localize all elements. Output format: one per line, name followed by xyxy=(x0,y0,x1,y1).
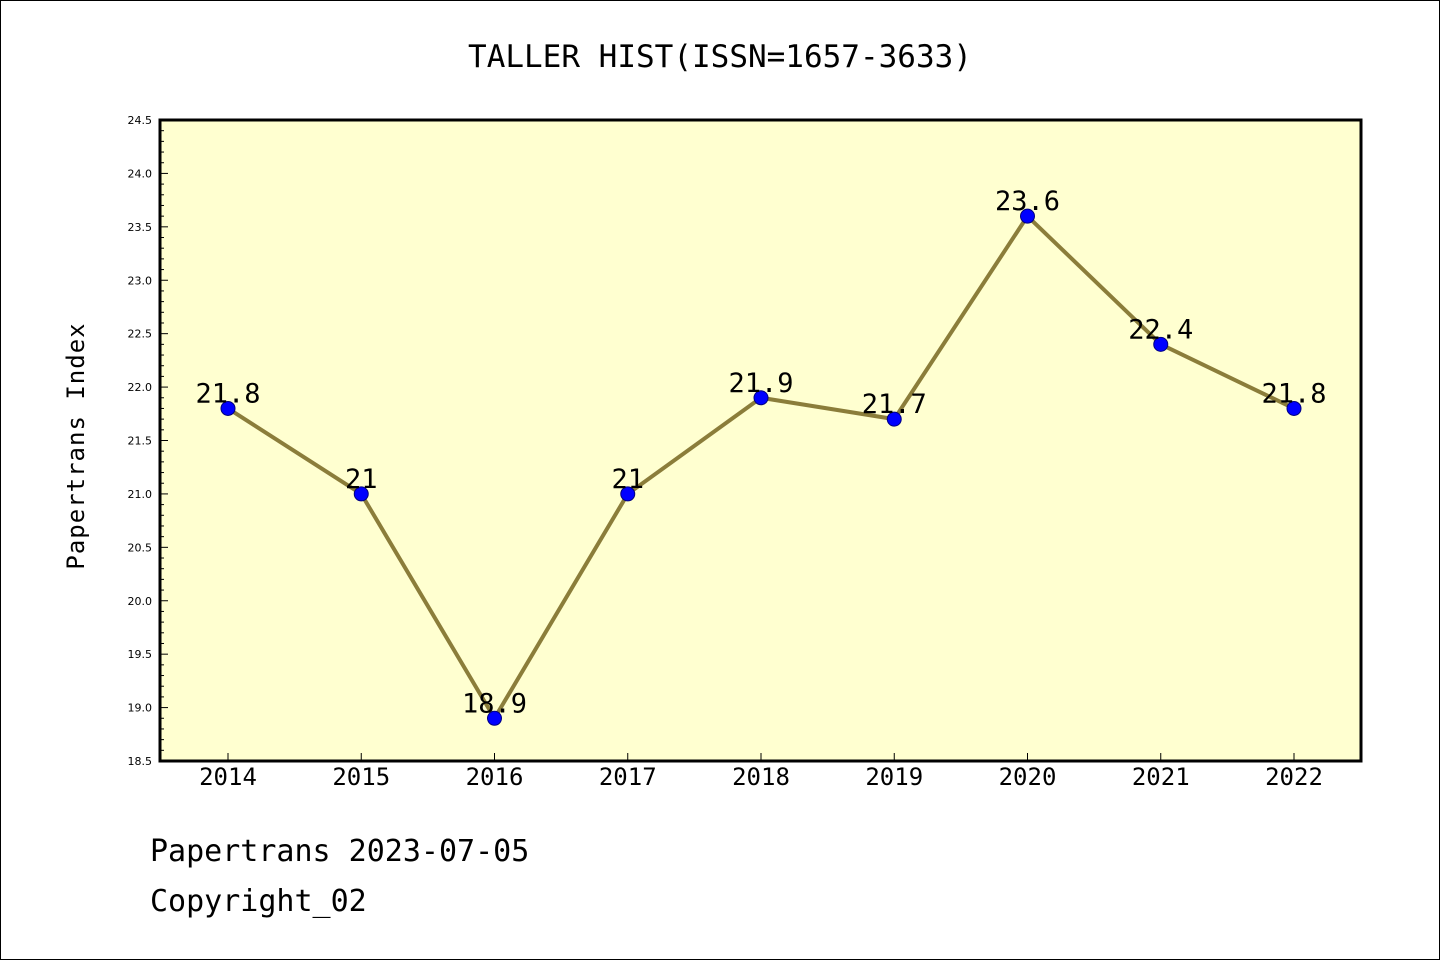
y-tick-label: 20.0 xyxy=(128,595,153,608)
data-point-marker xyxy=(220,400,236,416)
chart-title: TALLER HIST(ISSN=1657-3633) xyxy=(468,39,972,75)
x-tick-label: 2020 xyxy=(999,763,1057,791)
data-point-marker xyxy=(620,486,636,502)
y-tick-label: 21.5 xyxy=(128,435,153,448)
footer-copyright: Copyright_02 xyxy=(150,884,367,919)
y-axis-ticks: 18.5 19.0 19.5 20.0 20.5 21.0 21.5 22.0 22.5 23.0… xyxy=(128,114,168,768)
x-tick-label: 2015 xyxy=(332,763,390,791)
x-axis-ticks: 2014 2015 2016 2017 2018 2019 2020 2021 2022 xyxy=(199,753,1323,791)
data-point-label: 21.8 xyxy=(1261,378,1326,409)
x-tick-label: 2018 xyxy=(732,763,790,791)
data-point-label: 21 xyxy=(345,464,378,495)
data-point-marker xyxy=(1020,208,1035,224)
y-tick-label: 21.0 xyxy=(128,488,153,501)
y-tick-label: 23.0 xyxy=(128,274,153,287)
data-point-marker xyxy=(886,411,902,427)
markers-group xyxy=(220,208,1302,726)
data-point-label: 18.9 xyxy=(462,688,527,719)
y-tick-label: 22.0 xyxy=(128,381,153,394)
data-point-marker xyxy=(1286,400,1302,416)
data-point-label: 21 xyxy=(611,464,644,495)
footer-date: Papertrans 2023-07-05 xyxy=(150,834,530,869)
x-tick-label: 2019 xyxy=(865,763,923,791)
y-tick-label: 19.5 xyxy=(128,648,153,661)
y-tick-label: 24.5 xyxy=(128,114,153,127)
data-point-label: 21.8 xyxy=(195,378,260,409)
data-point-marker xyxy=(753,390,769,406)
data-point-label: 21.9 xyxy=(728,368,793,399)
x-tick-label: 2016 xyxy=(466,763,524,791)
data-point-marker xyxy=(1153,336,1169,352)
plot-border xyxy=(158,118,1363,763)
y-tick-label: 22.5 xyxy=(128,328,153,341)
y-axis-label: Papertrans Index xyxy=(62,322,90,569)
plot-area xyxy=(160,120,1361,761)
x-tick-label: 2014 xyxy=(199,763,257,791)
data-point-label: 23.6 xyxy=(995,186,1060,217)
data-labels-group: 21.8 21 18.9 21 21.9 21.7 23.6 22.4 21.8 xyxy=(195,186,1326,719)
data-point-label: 22.4 xyxy=(1128,314,1193,345)
data-point-marker xyxy=(353,486,369,502)
data-point-marker xyxy=(487,710,502,726)
y-tick-label: 24.0 xyxy=(128,167,153,180)
y-tick-label: 18.5 xyxy=(128,755,153,768)
y-tick-label: 19.0 xyxy=(128,702,153,715)
y-tick-label: 23.5 xyxy=(128,221,153,234)
data-point-label: 21.7 xyxy=(862,389,927,420)
x-tick-label: 2022 xyxy=(1265,763,1323,791)
y-tick-label: 20.5 xyxy=(128,541,153,554)
x-tick-label: 2017 xyxy=(599,763,657,791)
x-tick-label: 2021 xyxy=(1132,763,1190,791)
